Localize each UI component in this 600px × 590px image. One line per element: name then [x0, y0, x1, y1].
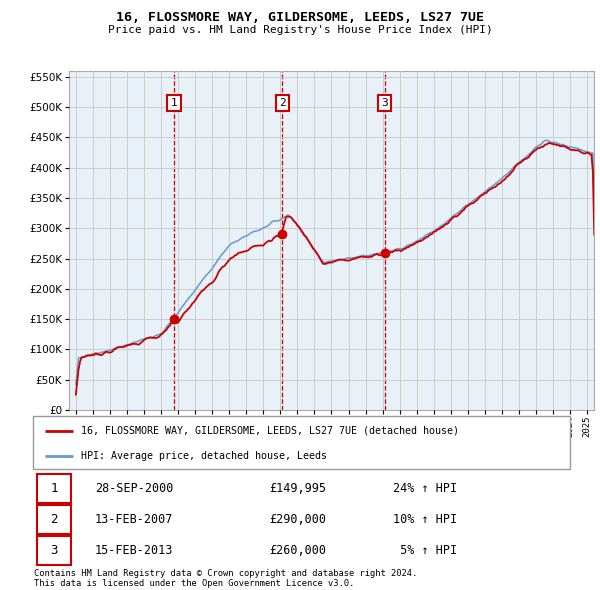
Text: Price paid vs. HM Land Registry's House Price Index (HPI): Price paid vs. HM Land Registry's House … [107, 25, 493, 35]
Text: 24% ↑ HPI: 24% ↑ HPI [393, 482, 457, 495]
FancyBboxPatch shape [37, 505, 71, 534]
Text: 13-FEB-2007: 13-FEB-2007 [95, 513, 173, 526]
Text: Contains HM Land Registry data © Crown copyright and database right 2024.: Contains HM Land Registry data © Crown c… [34, 569, 418, 578]
FancyBboxPatch shape [33, 416, 570, 469]
Text: 3: 3 [382, 98, 388, 108]
Text: 10% ↑ HPI: 10% ↑ HPI [393, 513, 457, 526]
Text: 5% ↑ HPI: 5% ↑ HPI [393, 544, 457, 557]
Text: This data is licensed under the Open Government Licence v3.0.: This data is licensed under the Open Gov… [34, 579, 355, 588]
Text: HPI: Average price, detached house, Leeds: HPI: Average price, detached house, Leed… [82, 451, 328, 461]
Text: 15-FEB-2013: 15-FEB-2013 [95, 544, 173, 557]
Text: 28-SEP-2000: 28-SEP-2000 [95, 482, 173, 495]
Text: £290,000: £290,000 [269, 513, 326, 526]
FancyBboxPatch shape [37, 536, 71, 565]
Text: 2: 2 [50, 513, 58, 526]
Text: £149,995: £149,995 [269, 482, 326, 495]
Text: 2: 2 [279, 98, 286, 108]
Text: 16, FLOSSMORE WAY, GILDERSOME, LEEDS, LS27 7UE: 16, FLOSSMORE WAY, GILDERSOME, LEEDS, LS… [116, 11, 484, 24]
FancyBboxPatch shape [37, 474, 71, 503]
Text: 1: 1 [50, 482, 58, 495]
Text: 1: 1 [170, 98, 177, 108]
Text: £260,000: £260,000 [269, 544, 326, 557]
Text: 3: 3 [50, 544, 58, 557]
Text: 16, FLOSSMORE WAY, GILDERSOME, LEEDS, LS27 7UE (detached house): 16, FLOSSMORE WAY, GILDERSOME, LEEDS, LS… [82, 426, 460, 436]
